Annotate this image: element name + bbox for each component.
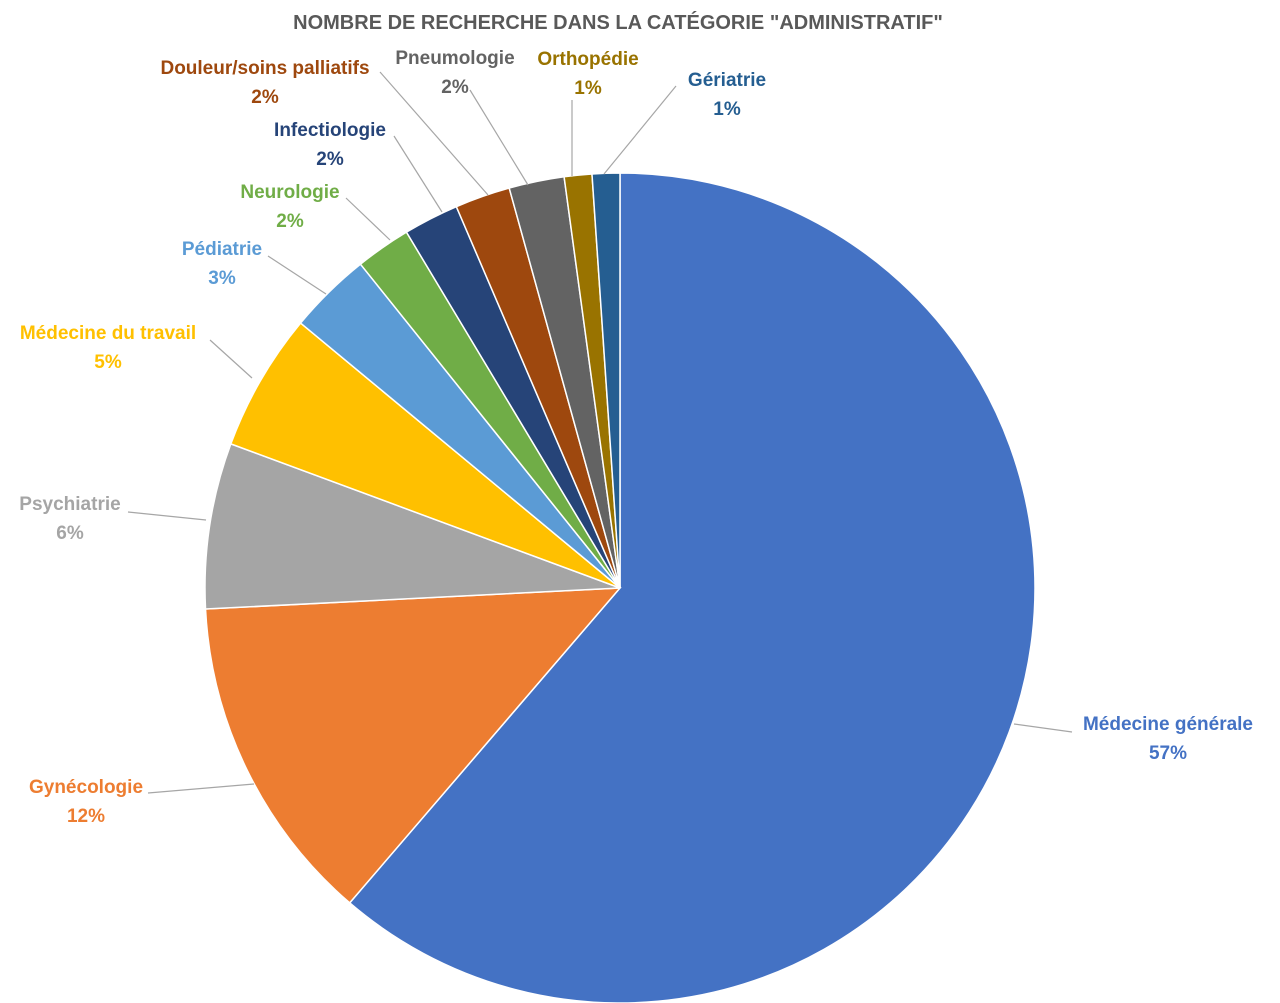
slice-category-name: Psychiatrie [19, 494, 120, 515]
slice-percent-label: 2% [276, 211, 304, 232]
leader-lines [127, 71, 1073, 794]
slice-label-gynecologie: Gynécologie 12% [29, 777, 143, 827]
leader-line-neurologie [345, 197, 391, 241]
leader-line-douleur-soins-palliatifs [379, 71, 489, 196]
slice-percent-label: 1% [713, 99, 741, 120]
slice-label-medecine-generale: Médecine générale 57% [1083, 714, 1253, 764]
slice-label-douleur-soins-palliatifs: Douleur/soins palliatifs 2% [160, 58, 369, 108]
leader-line-psychiatrie [127, 511, 207, 521]
slice-category-name: Médecine générale [1083, 714, 1253, 735]
slice-percent-label: 57% [1149, 743, 1187, 764]
pie-slice-geriatrie [591, 172, 621, 589]
slice-category-name: Neurologie [240, 182, 339, 203]
slice-category-name: Pédiatrie [182, 239, 262, 260]
slice-percent-label: 2% [251, 87, 279, 108]
leader-line-pneumologie [469, 89, 529, 186]
slice-label-psychiatrie: Psychiatrie 6% [19, 494, 120, 544]
pie-slice-gynecologie [204, 587, 622, 904]
pie-slice-psychiatrie [204, 442, 621, 610]
pie-slice-medecine-generale [348, 172, 1036, 1003]
leader-line-medecine-du-travail [209, 339, 253, 379]
slice-percent-label: 1% [574, 78, 602, 99]
slice-label-pediatrie: Pédiatrie 3% [182, 239, 262, 289]
slice-category-name: Gériatrie [688, 70, 766, 91]
slice-category-name: Infectiologie [274, 120, 386, 141]
slice-percent-label: 12% [67, 806, 105, 827]
slice-percent-label: 2% [441, 77, 469, 98]
slice-label-orthopedie: Orthopédie 1% [537, 49, 638, 99]
slice-category-name: Pneumologie [395, 48, 514, 69]
leader-line-gynecologie [147, 783, 255, 794]
slice-percent-label: 2% [316, 149, 344, 170]
slice-percent-label: 6% [56, 523, 84, 544]
slice-category-name: Douleur/soins palliatifs [160, 58, 369, 79]
slice-percent-label: 5% [94, 352, 122, 373]
leader-line-medecine-generale [1013, 723, 1073, 733]
pie-slices [204, 172, 1036, 1003]
slice-category-name: Gynécologie [29, 777, 143, 798]
slice-labels: Médecine générale 57% Gynécologie 12% Psychi… [19, 48, 1253, 827]
slice-label-geriatrie: Gériatrie 1% [688, 70, 766, 120]
leader-line-pediatrie [267, 255, 327, 295]
slice-percent-label: 3% [208, 268, 236, 289]
slice-category-name: Orthopédie [537, 49, 638, 70]
pie-slice-medecine-du-travail [229, 321, 621, 589]
slice-label-neurologie: Neurologie 2% [240, 182, 339, 232]
slice-category-name: Médecine du travail [20, 323, 196, 344]
slice-label-pneumologie: Pneumologie 2% [395, 48, 514, 98]
leader-line-geriatrie [603, 85, 677, 175]
slice-label-infectiologie: Infectiologie 2% [274, 120, 386, 170]
leader-line-infectiologie [393, 135, 443, 213]
slice-label-medecine-du-travail: Médecine du travail 5% [20, 323, 196, 373]
chart-title: NOMBRE DE RECHERCHE DANS LA CATÉGORIE "A… [293, 11, 943, 34]
